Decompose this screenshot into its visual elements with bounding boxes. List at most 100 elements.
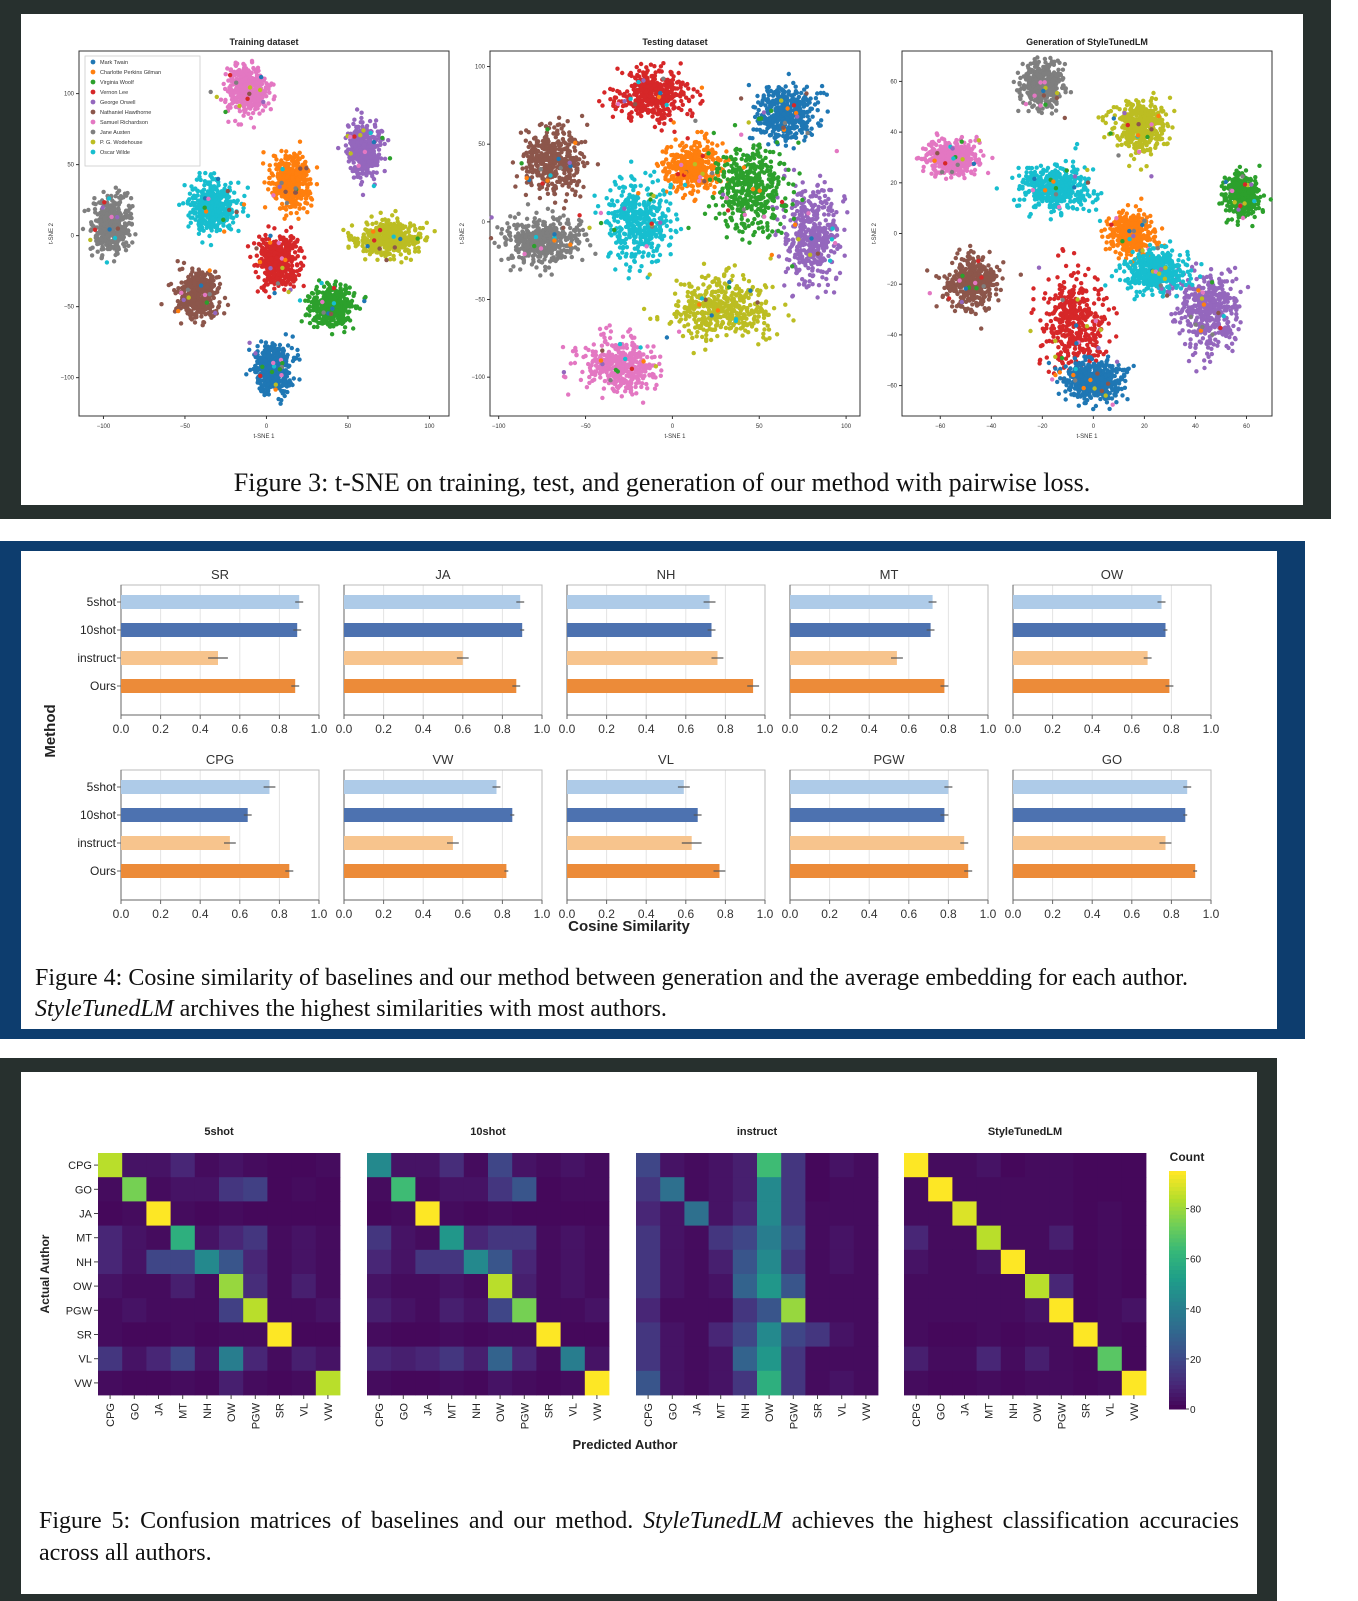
tsne-point <box>290 157 295 162</box>
tsne-point <box>178 321 184 326</box>
x-tick-label: −50 <box>180 424 191 430</box>
tsne-point <box>662 82 667 87</box>
tsne-point <box>208 242 214 248</box>
tsne-point <box>273 387 278 392</box>
tsne-point <box>272 262 277 268</box>
tsne-point <box>277 184 282 189</box>
tsne-point <box>372 153 377 158</box>
tsne-point <box>266 187 271 192</box>
tsne-point <box>552 200 558 205</box>
tsne-point <box>222 208 227 213</box>
tsne-point <box>292 250 298 255</box>
tsne-point <box>268 346 273 352</box>
tsne-point <box>343 286 349 291</box>
tsne-point <box>260 161 266 166</box>
tsne-point <box>620 70 625 76</box>
tsne-point <box>177 202 182 207</box>
tsne-point <box>107 227 112 232</box>
tsne-point <box>668 89 673 95</box>
tsne-point <box>216 304 222 309</box>
tsne-point <box>358 148 363 153</box>
tsne-point <box>324 303 329 308</box>
tsne-point <box>258 373 263 378</box>
tsne-point <box>375 162 380 168</box>
tsne-point <box>295 353 301 358</box>
tsne-point <box>222 295 228 301</box>
tsne-point <box>271 97 276 102</box>
tsne-point <box>243 86 248 91</box>
tsne-point <box>375 143 380 148</box>
tsne-point <box>273 382 278 387</box>
tsne-point <box>695 89 700 94</box>
tsne-point <box>216 274 221 280</box>
tsne-point <box>353 305 359 311</box>
tsne-point <box>271 273 276 279</box>
tsne-point <box>286 156 291 161</box>
tsne-point <box>279 158 284 163</box>
tsne-point <box>317 309 322 314</box>
tsne-point <box>262 205 268 210</box>
tsne-point <box>229 93 234 98</box>
tsne-point <box>227 207 232 213</box>
tsne-point <box>176 302 182 308</box>
tsne-point <box>126 208 131 213</box>
tsne-point <box>413 240 419 245</box>
tsne-point <box>253 104 259 110</box>
tsne-point <box>185 287 191 292</box>
tsne-point <box>290 175 295 180</box>
tsne-point <box>602 90 607 95</box>
tsne-point <box>686 97 692 103</box>
tsne-point <box>111 259 117 264</box>
tsne-point <box>367 163 372 168</box>
tsne-point <box>306 181 311 187</box>
tsne-point <box>297 298 303 303</box>
tsne-point <box>305 201 310 206</box>
tsne-point <box>358 133 363 138</box>
tsne-point <box>263 340 269 345</box>
tsne-point <box>253 86 259 91</box>
tsne-point <box>218 97 224 102</box>
tsne-point <box>235 61 240 66</box>
figure-3-frame: Training dataset −100 −50 0 50 100 100 50 0 −50 −1… <box>0 0 1331 519</box>
tsne-point <box>391 234 396 239</box>
tsne-point <box>203 277 209 283</box>
tsne-point <box>198 227 203 233</box>
tsne-point <box>310 291 316 296</box>
tsne-point <box>247 340 252 345</box>
tsne-point <box>188 215 193 220</box>
tsne-point <box>291 376 296 381</box>
tsne-point <box>195 193 200 198</box>
tsne-point <box>257 259 263 265</box>
tsne-point <box>284 228 289 234</box>
tsne-point <box>175 299 181 304</box>
tsne-point <box>639 102 645 107</box>
tsne-point <box>242 77 248 82</box>
tsne-point <box>615 66 620 71</box>
tsne-point <box>187 310 192 316</box>
tsne-point <box>263 104 268 109</box>
tsne-point <box>125 190 130 196</box>
tsne-point <box>346 230 351 236</box>
tsne-point <box>274 375 279 380</box>
tsne-point <box>275 281 281 286</box>
tsne-point <box>671 120 676 125</box>
tsne-point <box>239 88 244 94</box>
tsne-point <box>613 95 619 100</box>
tsne-point <box>274 157 279 162</box>
tsne-point <box>279 201 285 207</box>
tsne-point <box>207 233 212 239</box>
tsne-point <box>371 183 377 189</box>
tsne-point <box>267 240 273 245</box>
tsne-point <box>664 102 669 108</box>
tsne-point <box>233 118 238 124</box>
tsne-point <box>621 93 626 98</box>
tsne-point <box>285 264 291 269</box>
tsne-point <box>247 85 253 90</box>
tsne-point <box>355 172 360 177</box>
tsne-point <box>204 300 209 305</box>
tsne-point <box>253 262 259 268</box>
tsne-point <box>130 240 135 245</box>
x-tick-label: 100 <box>424 424 435 430</box>
tsne-point <box>337 298 343 303</box>
tsne-point <box>242 193 247 199</box>
